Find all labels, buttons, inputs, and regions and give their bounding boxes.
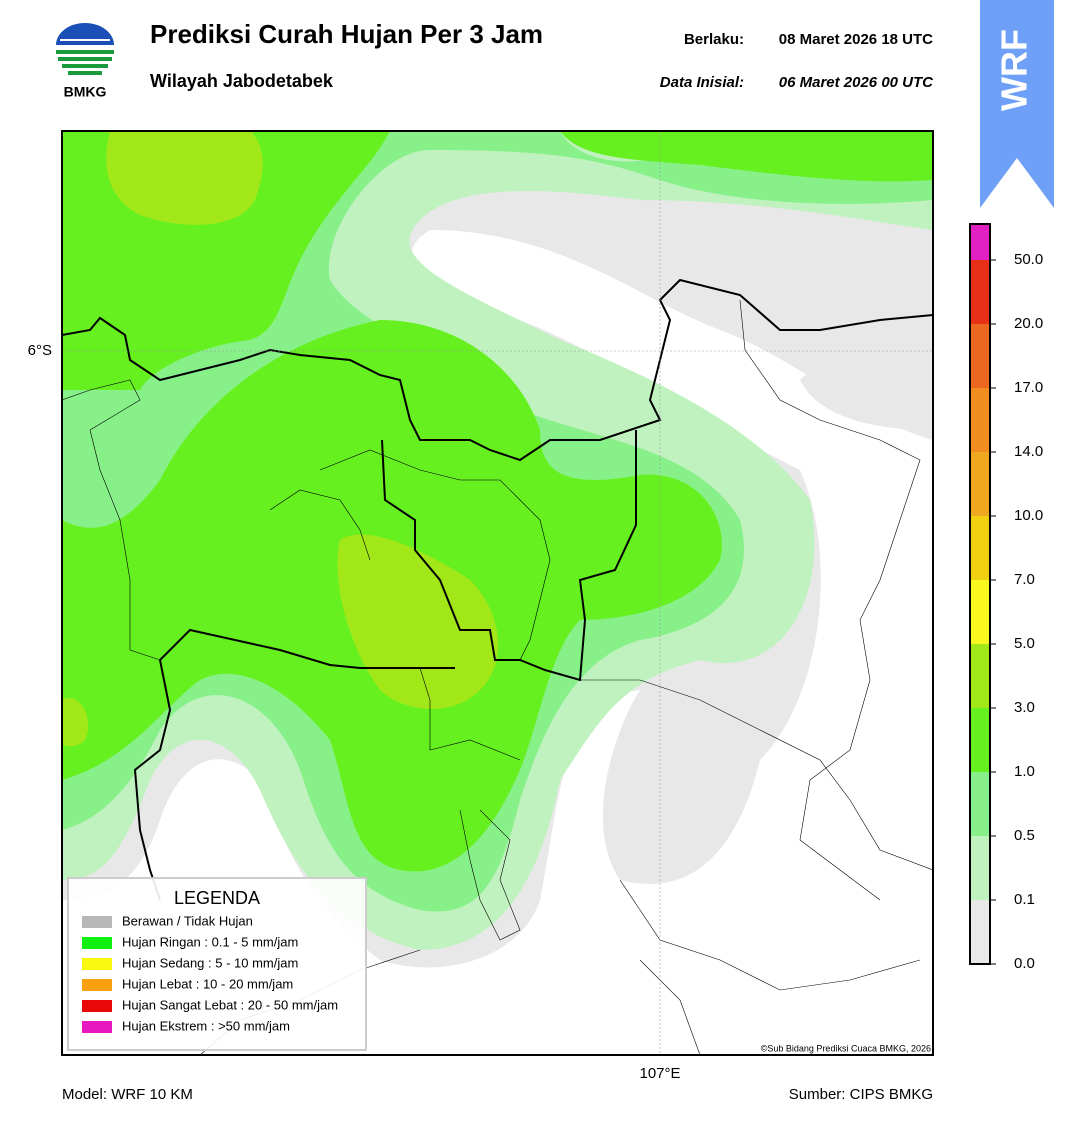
colorbar-label: 3.0: [1014, 699, 1035, 716]
legend-swatch: [82, 937, 112, 949]
wrf-badge: [980, 0, 1054, 208]
legend: LEGENDA Berawan / Tidak Hujan Hujan Ringa…: [67, 877, 367, 1051]
legend-label: Hujan Ekstrem : >50 mm/jam: [122, 1018, 290, 1033]
colorbar-label: 20.0: [1014, 315, 1043, 332]
colorbar-segment: [970, 224, 990, 260]
colorbar-label: 10.0: [1014, 507, 1043, 524]
colorbar-label: 0.1: [1014, 891, 1035, 908]
legend-label: Hujan Ringan : 0.1 - 5 mm/jam: [122, 934, 298, 949]
logo-text: BMKG: [64, 84, 107, 100]
legend-swatch: [82, 979, 112, 991]
legend-label: Hujan Sangat Lebat : 20 - 50 mm/jam: [122, 997, 338, 1012]
colorbar-segment: [970, 708, 990, 772]
bmkg-logo: BMKG: [56, 23, 114, 100]
title: Prediksi Curah Hujan Per 3 Jam: [150, 19, 543, 49]
legend-swatch: [82, 1000, 112, 1012]
colorbar-label: 50.0: [1014, 251, 1043, 268]
colorbar-label: 17.0: [1014, 379, 1043, 396]
legend-swatch: [82, 1021, 112, 1033]
wrf-badge-text: WRF: [994, 29, 1035, 111]
colorbar-segment: [970, 772, 990, 836]
footer-model: Model: WRF 10 KM: [62, 1086, 193, 1103]
init-label: Data Inisial:: [660, 74, 744, 91]
colorbar-segment: [970, 644, 990, 708]
colorbar-segment: [970, 260, 990, 324]
colorbar-segment: [970, 900, 990, 964]
footer-source: Sumber: CIPS BMKG: [789, 1086, 933, 1103]
colorbar: 0.0 0.1 0.5 1.0 3.0 5.0 7.0 10.0 14.0 17.0 20.0 50.…: [969, 223, 1043, 972]
colorbar-segment: [970, 516, 990, 580]
legend-swatch: [82, 916, 112, 928]
legend-title: LEGENDA: [174, 888, 260, 908]
legend-label: Berawan / Tidak Hujan: [122, 913, 253, 928]
colorbar-segment: [970, 452, 990, 516]
subtitle: Wilayah Jabodetabek: [150, 71, 334, 91]
colorbar-segment: [970, 580, 990, 644]
colorbar-segment: [970, 836, 990, 900]
colorbar-label: 1.0: [1014, 763, 1035, 780]
colorbar-segment: [970, 324, 990, 388]
legend-swatch: [82, 958, 112, 970]
colorbar-label: 0.0: [1014, 955, 1035, 972]
colorbar-label: 7.0: [1014, 571, 1035, 588]
colorbar-label: 0.5: [1014, 827, 1035, 844]
credit: ©Sub Bidang Prediksi Cuaca BMKG, 2026: [761, 1043, 931, 1053]
rain-field: [62, 131, 933, 1055]
map-frame: [61, 130, 934, 1056]
colorbar-frame: [969, 223, 991, 965]
colorbar-label: 14.0: [1014, 443, 1043, 460]
valid-label: Berlaku:: [684, 31, 744, 48]
colorbar-label: 5.0: [1014, 635, 1035, 652]
legend-label: Hujan Sedang : 5 - 10 mm/jam: [122, 955, 298, 970]
colorbar-segment: [970, 388, 990, 452]
valid-value: 08 Maret 2026 18 UTC: [779, 31, 933, 48]
legend-label: Hujan Lebat : 10 - 20 mm/jam: [122, 976, 293, 991]
init-value: 06 Maret 2026 00 UTC: [779, 74, 934, 91]
lon-label: 107°E: [639, 1065, 680, 1082]
lat-label: 6°S: [28, 342, 52, 359]
